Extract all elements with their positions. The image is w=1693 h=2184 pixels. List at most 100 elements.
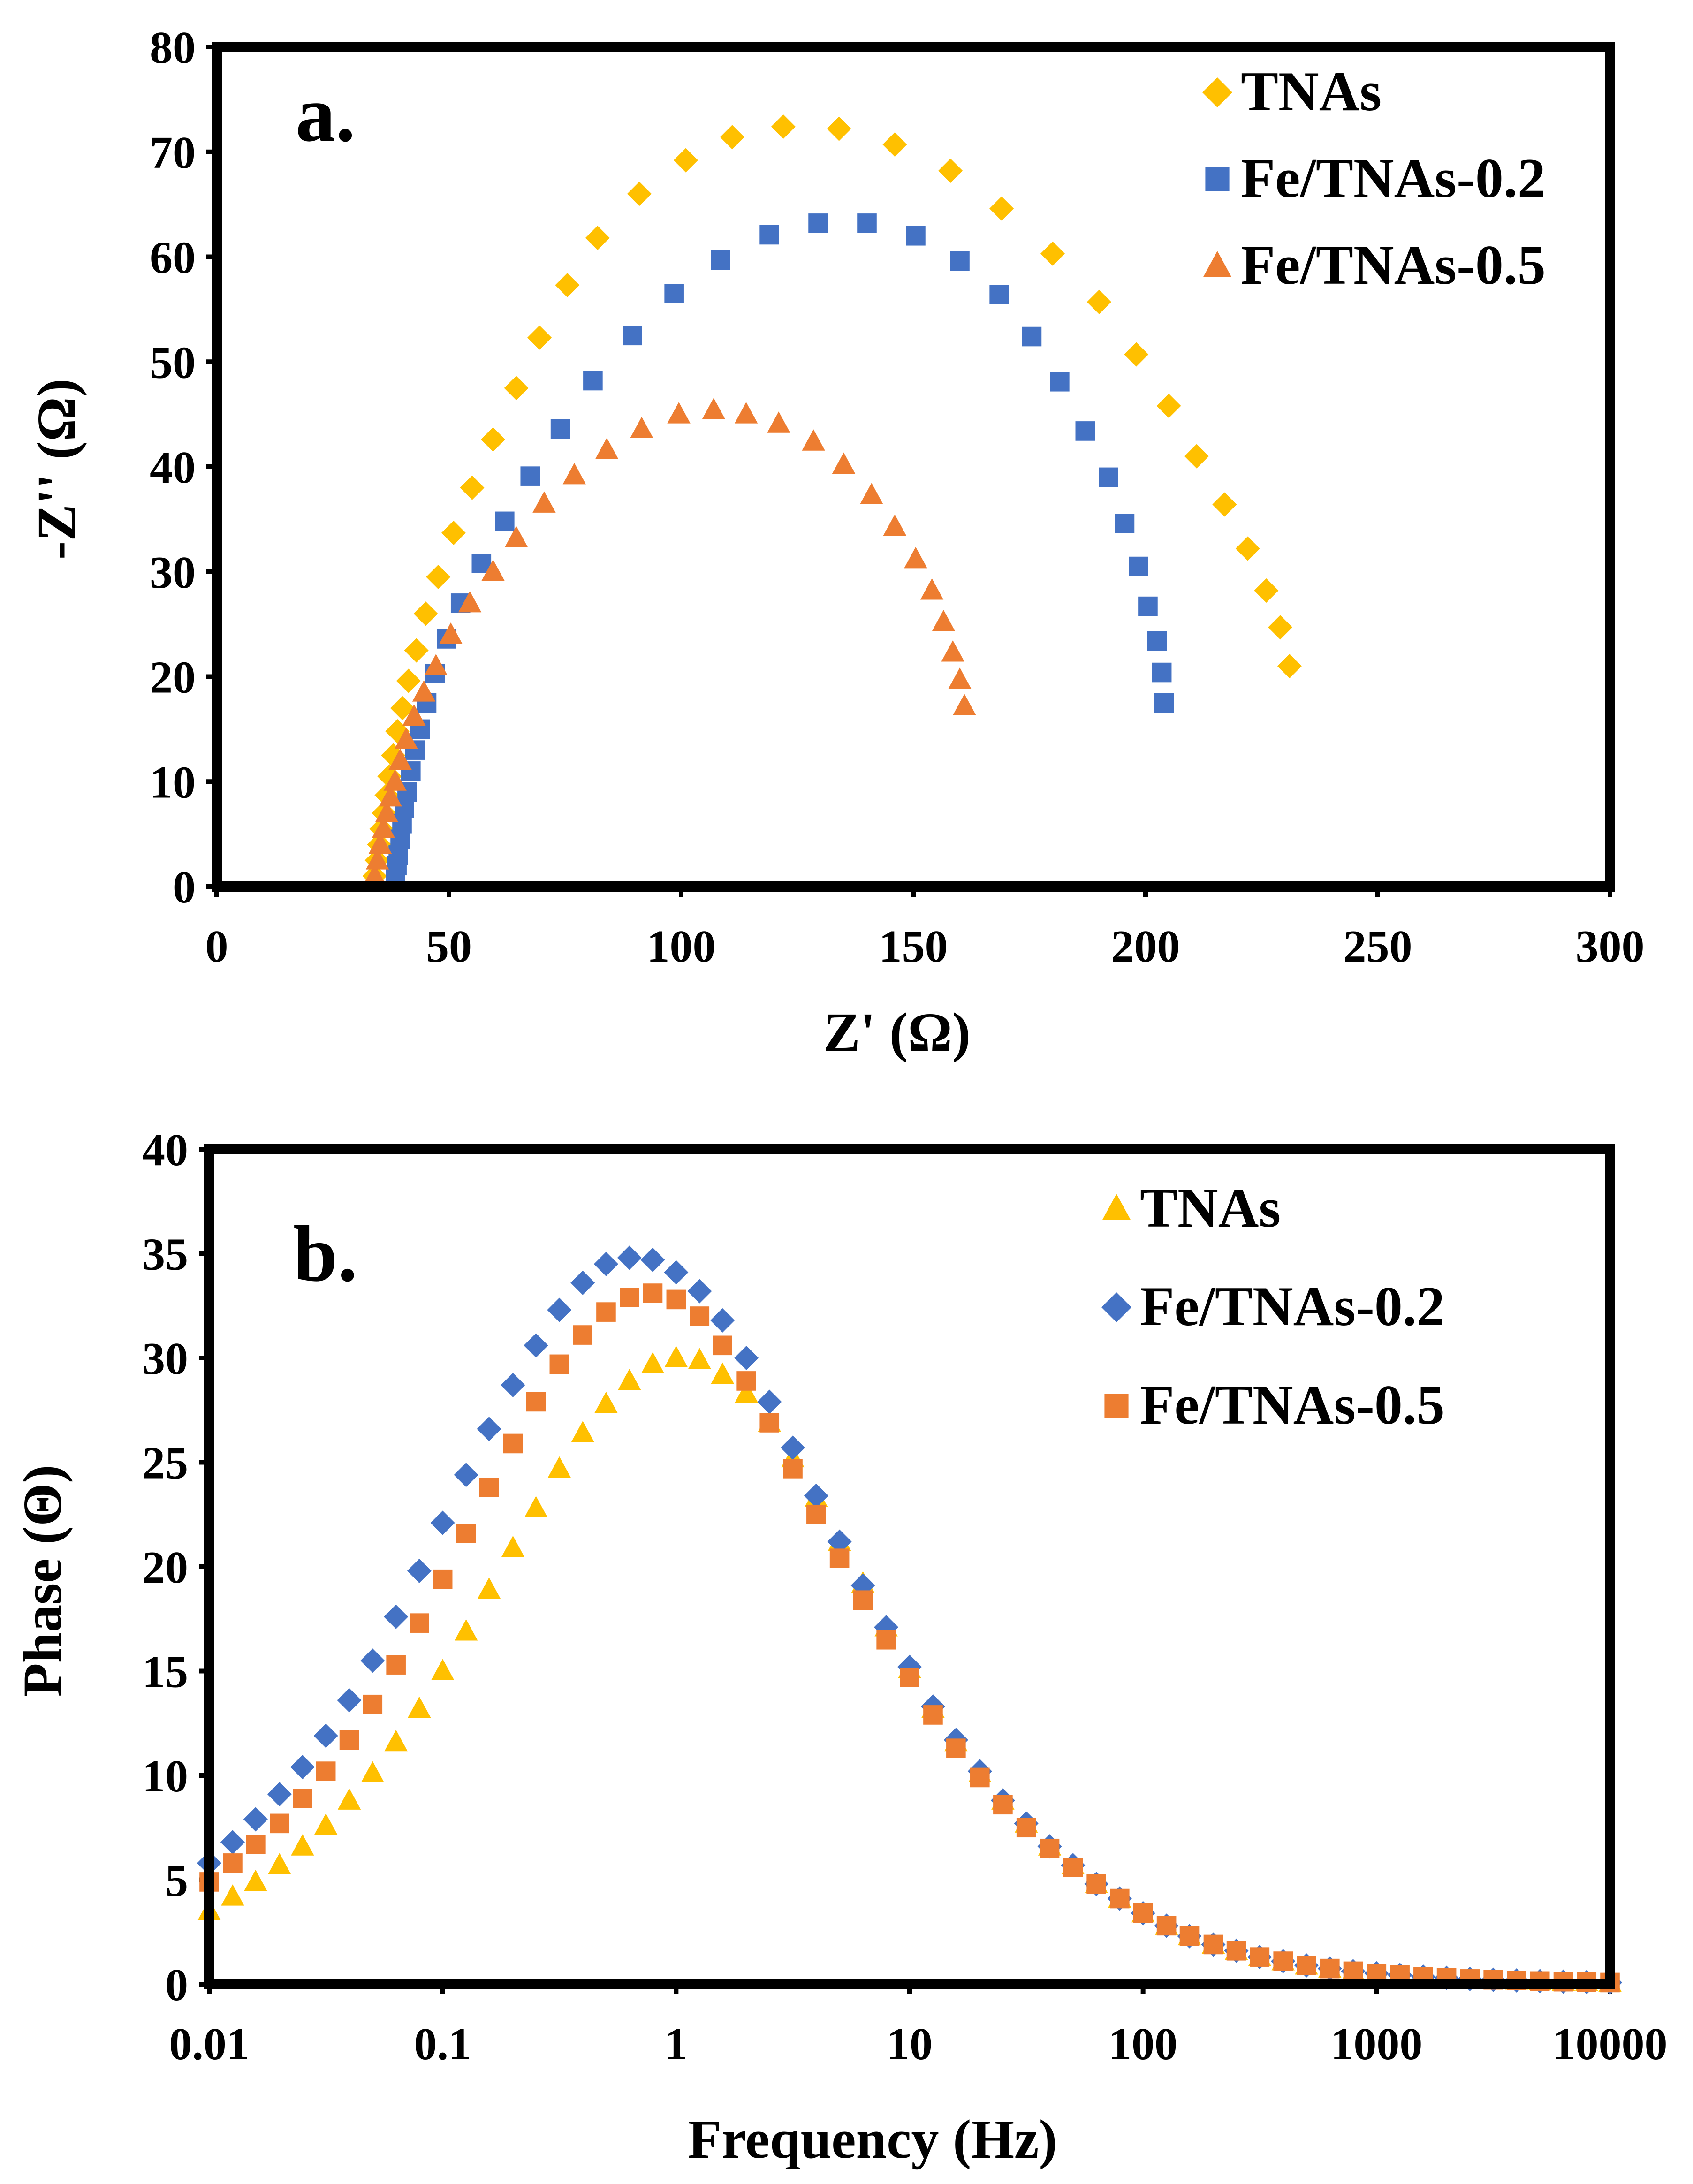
- data-point-diamond: [585, 226, 610, 250]
- data-point-triangle: [458, 591, 482, 613]
- data-point-square: [808, 213, 828, 233]
- panel-a-data-points: [362, 114, 1302, 888]
- data-point-triangle: [547, 1456, 571, 1478]
- panel-b-x-tick-label: 1: [665, 2019, 688, 2070]
- data-point-triangle: [667, 402, 691, 424]
- data-point-square: [1147, 631, 1167, 651]
- data-point-diamond: [1184, 444, 1209, 469]
- data-point-diamond: [989, 196, 1014, 221]
- data-point-triangle: [291, 1834, 314, 1856]
- data-point-triangle: [630, 417, 653, 438]
- data-point-triangle: [244, 1869, 267, 1891]
- panel-b-ticks: 0 5 10 15 20 25 30 35 40 0.01 0.1 1 10 100 1000 10000: [142, 1125, 1668, 2070]
- data-point-diamond: [337, 1688, 362, 1713]
- data-point-triangle: [372, 816, 395, 838]
- data-point-diamond: [407, 1558, 432, 1583]
- data-point-diamond: [1212, 492, 1237, 517]
- data-point-diamond: [360, 1648, 385, 1673]
- data-point-square: [1099, 467, 1118, 487]
- data-point-triangle: [832, 452, 856, 474]
- data-point-triangle: [454, 1619, 478, 1641]
- data-point-diamond: [313, 1723, 338, 1748]
- data-point-triangle: [767, 411, 790, 433]
- data-point-square: [1133, 1903, 1153, 1923]
- data-point-square: [293, 1789, 312, 1808]
- data-point-triangle: [860, 483, 883, 504]
- data-point-square: [495, 511, 515, 531]
- panel-a-x-tick-label: 250: [1344, 921, 1412, 972]
- legend-entry-label: TNAs: [1241, 60, 1382, 122]
- data-point-triangle: [383, 769, 407, 791]
- panel-b-y-tick-label: 0: [165, 1960, 188, 2010]
- panel-b-y-tick-label: 10: [142, 1751, 188, 1802]
- data-point-square: [690, 1306, 710, 1326]
- data-point-triangle: [688, 1348, 711, 1369]
- data-point-triangle: [524, 1496, 548, 1517]
- legend-entry-label: Fe/TNAs-0.2: [1241, 147, 1546, 209]
- data-point-triangle: [368, 832, 392, 854]
- legend-entry-label: Fe/TNAs-0.5: [1140, 1373, 1445, 1436]
- data-point-triangle: [504, 526, 528, 547]
- data-point-square: [643, 1283, 663, 1303]
- data-point-square: [666, 1289, 686, 1310]
- data-point-square: [1022, 326, 1042, 347]
- panel-a-y-tick-label: 70: [150, 128, 196, 178]
- data-point-square: [1040, 1838, 1060, 1858]
- panel-b-x-tick-label: 0.1: [414, 2019, 471, 2070]
- data-point-square: [857, 213, 877, 233]
- data-point-diamond: [617, 1245, 642, 1270]
- panel-a-y-tick-label: 10: [150, 757, 196, 808]
- data-point-diamond: [687, 1279, 712, 1304]
- data-point-diamond: [1277, 654, 1302, 679]
- data-point-square: [664, 284, 684, 303]
- data-point-square: [806, 1504, 826, 1524]
- panel-b-legend: TNAs Fe/TNAs-0.2 Fe/TNAs-0.5: [1101, 1176, 1445, 1436]
- panel-a-x-tick-label: 100: [647, 921, 716, 972]
- data-point-diamond: [504, 376, 529, 401]
- data-point-diamond: [290, 1755, 315, 1780]
- panel-a-y-tick-label: 40: [150, 442, 196, 493]
- legend-entry-label: TNAs: [1140, 1176, 1281, 1239]
- data-point-square: [270, 1813, 289, 1834]
- data-point-diamond: [384, 1604, 409, 1629]
- data-point-square: [989, 285, 1009, 304]
- data-point-triangle: [412, 680, 436, 702]
- panel-a-y-tick-label: 60: [150, 233, 196, 283]
- data-point-square: [1075, 421, 1095, 441]
- data-point-square: [713, 1335, 732, 1356]
- data-point-diamond: [771, 114, 796, 139]
- data-point-diamond: [757, 1389, 782, 1414]
- data-point-triangle: [375, 801, 399, 822]
- panel-b-x-tick-label: 10000: [1553, 2019, 1668, 2070]
- data-point-diamond: [1156, 394, 1181, 418]
- data-point-square: [783, 1459, 803, 1479]
- data-point-diamond: [710, 1308, 735, 1333]
- panel-b-y-tick-label: 5: [165, 1856, 188, 1906]
- data-point-square: [950, 251, 970, 271]
- panel-a-x-tick-label: 150: [879, 921, 948, 972]
- data-point-triangle: [735, 1381, 758, 1403]
- data-point-square: [410, 1613, 429, 1633]
- data-point-square: [573, 1325, 593, 1345]
- panel-a-x-tick-label: 0: [205, 921, 228, 972]
- data-point-square: [1273, 1951, 1293, 1971]
- data-point-triangle: [481, 559, 505, 581]
- data-point-square: [1226, 1941, 1246, 1961]
- data-point-diamond: [570, 1270, 595, 1295]
- panel-b-x-tick-label: 0.01: [169, 2019, 250, 2070]
- data-point-triangle: [361, 1761, 384, 1783]
- data-point-diamond: [220, 1830, 245, 1855]
- data-point-triangle: [883, 514, 907, 536]
- data-point-square: [1343, 1961, 1363, 1981]
- panel-b-x-tick-label: 10: [887, 2019, 933, 2070]
- data-point-square: [923, 1705, 943, 1725]
- data-point-square: [503, 1433, 523, 1454]
- legend-marker-diamond: [1101, 1292, 1131, 1322]
- data-point-triangle: [477, 1577, 501, 1599]
- data-point-diamond: [396, 668, 421, 693]
- data-point-square: [223, 1853, 243, 1873]
- data-point-triangle: [314, 1813, 338, 1835]
- data-point-square: [386, 1655, 406, 1675]
- panel-b-x-tick-label: 1000: [1330, 2019, 1422, 2070]
